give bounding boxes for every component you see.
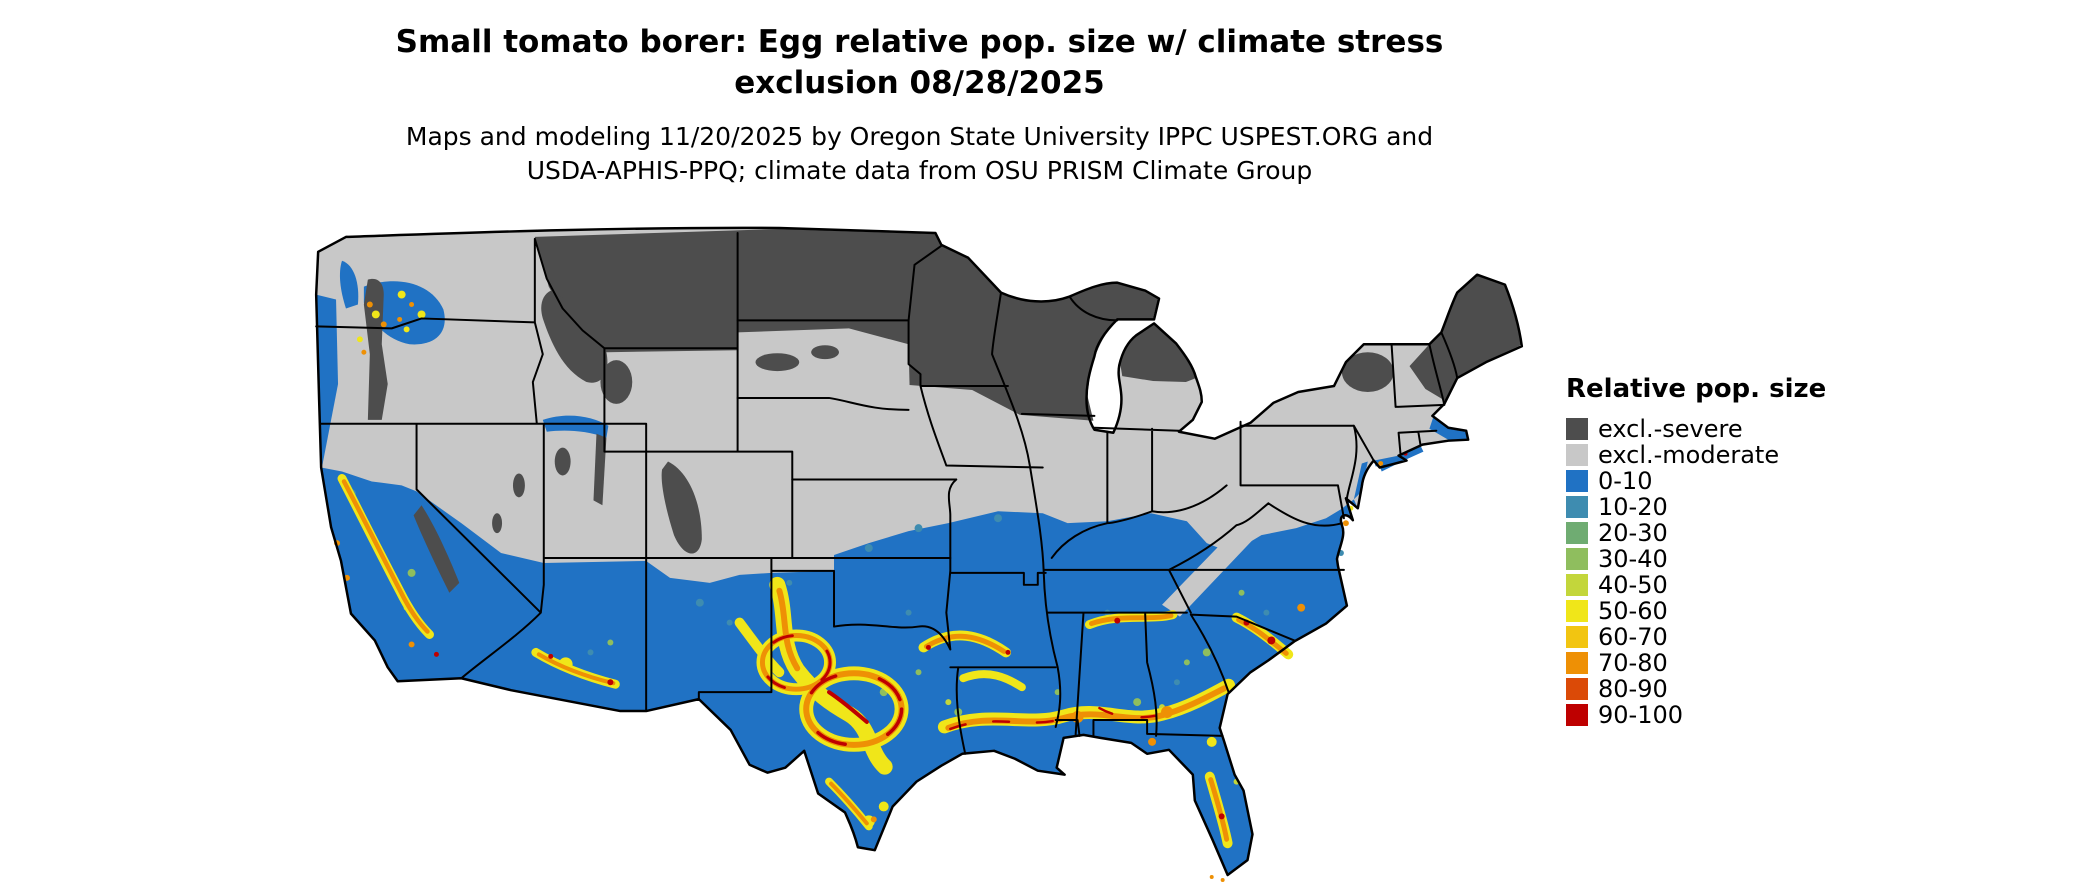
legend-row: 0-10	[1566, 468, 1826, 494]
map-subtitle-line-2: USDA-APHIS-PPQ; climate data from OSU PR…	[526, 156, 1313, 185]
legend-label: 50-60	[1598, 597, 1668, 625]
legend-label: excl.-severe	[1598, 415, 1743, 443]
layer-map-outline	[314, 226, 1524, 877]
legend-label: 80-90	[1598, 675, 1668, 703]
legend: Relative pop. size excl.-severe excl.-mo…	[1566, 374, 1826, 728]
legend-swatch	[1566, 522, 1588, 544]
legend-swatch	[1566, 444, 1588, 466]
legend-row: 10-20	[1566, 494, 1826, 520]
legend-row: 60-70	[1566, 624, 1826, 650]
legend-swatch	[1566, 574, 1588, 596]
us-map-svg	[314, 226, 1524, 883]
map-title-line-2: exclusion 08/28/2025	[734, 65, 1105, 101]
page-subtitle: Maps and modeling 11/20/2025 by Oregon S…	[262, 120, 1577, 188]
hotspot-red-bands	[433, 451, 1408, 820]
legend-row: excl.-severe	[1566, 416, 1826, 442]
legend-row: 70-80	[1566, 650, 1826, 676]
legend-label: 60-70	[1598, 623, 1668, 651]
legend-swatch	[1566, 496, 1588, 518]
legend-swatch	[1566, 470, 1588, 492]
legend-swatch	[1566, 626, 1588, 648]
legend-row: excl.-moderate	[1566, 442, 1826, 468]
legend-row: 40-50	[1566, 572, 1826, 598]
legend-swatch	[1566, 678, 1588, 700]
legend-row: 20-30	[1566, 520, 1826, 546]
legend-swatch	[1566, 704, 1588, 726]
legend-label: 90-100	[1598, 701, 1684, 729]
layer-hotspot-bands	[334, 290, 1408, 883]
legend-label: 30-40	[1598, 545, 1668, 573]
layer-moderate-overlay	[1162, 509, 1273, 617]
layer-severe-exclusion	[363, 228, 1521, 593]
map-title-line-1: Small tomato borer: Egg relative pop. si…	[395, 24, 1444, 60]
page-title: Small tomato borer: Egg relative pop. si…	[262, 22, 1577, 104]
legend-swatch	[1566, 548, 1588, 570]
legend-label: 40-50	[1598, 571, 1668, 599]
legend-swatch	[1566, 600, 1588, 622]
legend-row: 30-40	[1566, 546, 1826, 572]
legend-label: 20-30	[1598, 519, 1668, 547]
legend-label: 70-80	[1598, 649, 1668, 677]
map-subtitle-line-1: Maps and modeling 11/20/2025 by Oregon S…	[405, 122, 1434, 151]
legend-label: 10-20	[1598, 493, 1668, 521]
legend-row: 50-60	[1566, 598, 1826, 624]
legend-swatch	[1566, 418, 1588, 440]
legend-row: 80-90	[1566, 676, 1826, 702]
legend-title: Relative pop. size	[1566, 374, 1827, 404]
layer-state-borders	[315, 231, 1459, 755]
us-map	[312, 225, 1527, 883]
legend-label: excl.-moderate	[1598, 441, 1780, 469]
legend-label: 0-10	[1598, 467, 1653, 495]
legend-swatch	[1566, 652, 1588, 674]
legend-row: 90-100	[1566, 702, 1826, 728]
